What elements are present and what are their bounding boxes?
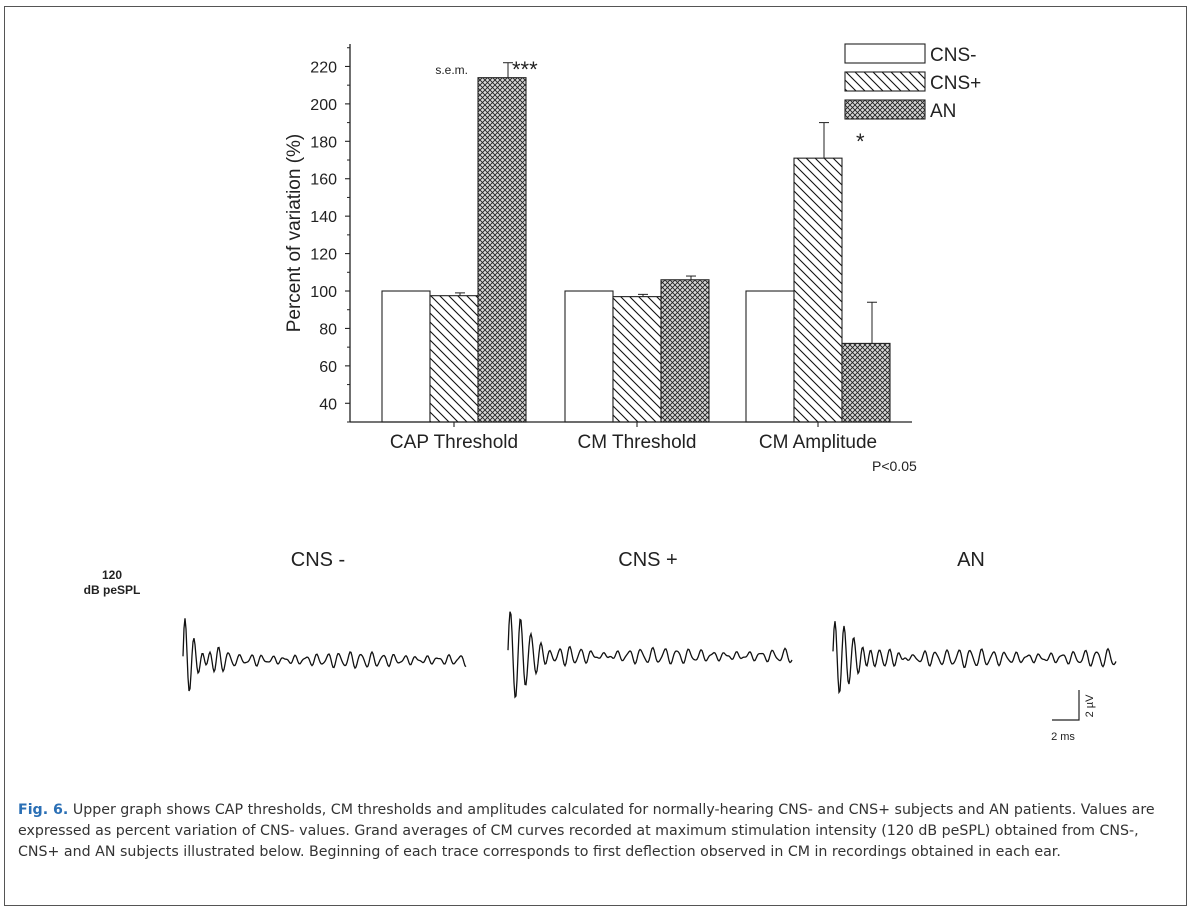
trace-title-cns-plus: CNS + — [618, 549, 677, 571]
intensity-label-unit: dB peSPL — [84, 583, 141, 597]
caption-label: Fig. 6. — [18, 802, 69, 818]
figure-frame — [4, 6, 1187, 906]
legend-swatch-cns-plus — [844, 71, 926, 92]
cap-significance: *** — [512, 57, 538, 82]
bar-cns-minus-0 — [381, 290, 431, 423]
sem-annotation: s.e.m. — [435, 63, 468, 77]
intensity-label-value: 120 — [102, 568, 122, 582]
scale-bar: 2 µV 2 ms — [1051, 690, 1096, 743]
legend: CNS- CNS+ AN — [844, 43, 981, 122]
legend-label-cns-minus: CNS- — [930, 45, 976, 66]
scale-bar-voltage: 2 µV — [1084, 694, 1096, 718]
y-tick-label: 120 — [310, 247, 337, 264]
trace-cns-minus — [182, 618, 467, 692]
y-axis-label: Percent of variation (%) — [284, 134, 305, 333]
y-tick-label: 140 — [310, 209, 337, 226]
x-category-label: CM Threshold — [578, 432, 697, 453]
cm-traces: 120 dB peSPL CNS - CNS + AN 2 µV 2 ms — [84, 549, 1117, 743]
error-bars — [455, 62, 877, 344]
bar-an-2 — [841, 342, 891, 423]
cm-amplitude-significance: * — [856, 129, 865, 154]
trace-title-an: AN — [957, 549, 985, 571]
y-tick-label: 80 — [319, 321, 337, 338]
legend-label-cns-plus: CNS+ — [930, 73, 981, 94]
y-tick-label: 160 — [310, 172, 337, 189]
legend-swatch-cns-minus — [844, 43, 926, 64]
figure-caption: Fig. 6. Upper graph shows CAP thresholds… — [18, 800, 1178, 863]
y-tick-label: 220 — [310, 59, 337, 76]
bar-cns-minus-2 — [745, 290, 795, 423]
bar-an-0 — [477, 77, 527, 423]
p-value: P<0.05 — [872, 458, 917, 474]
y-tick-label: 40 — [319, 396, 337, 413]
y-tick-label: 180 — [310, 134, 337, 151]
trace-an — [832, 621, 1117, 695]
legend-swatch-an — [844, 99, 926, 120]
x-category-label: CM Amplitude — [759, 432, 877, 453]
trace-title-cns-minus: CNS - — [291, 549, 345, 571]
scale-bar-lines — [1052, 690, 1080, 721]
bar-cns-minusplus-0 — [429, 295, 479, 423]
y-tick-label: 100 — [310, 284, 337, 301]
figure-graphic: 40 60 80 100 120 140 160 180 200 220 CAP Threshol… — [84, 43, 1117, 743]
x-labels: CAP Threshold CM Threshold CM Amplitude — [390, 422, 877, 453]
y-tick-label: 200 — [310, 97, 337, 114]
x-category-label: CAP Threshold — [390, 432, 518, 453]
legend-label-an: AN — [930, 101, 956, 122]
bar-cns-minusplus-2 — [793, 157, 843, 423]
bar-an-1 — [660, 279, 710, 423]
bar-cns-minusplus-1 — [612, 296, 662, 423]
trace-cns-plus — [507, 611, 793, 699]
caption-text: Upper graph shows CAP thresholds, CM thr… — [18, 802, 1155, 860]
bars — [381, 77, 891, 423]
bar-chart: 40 60 80 100 120 140 160 180 200 220 CAP Threshol… — [284, 43, 981, 474]
y-ticks: 40 60 80 100 120 140 160 180 200 220 — [310, 47, 350, 423]
scale-bar-time: 2 ms — [1051, 731, 1075, 743]
y-tick-label: 60 — [319, 359, 337, 376]
bar-cns-minus-1 — [564, 290, 614, 423]
